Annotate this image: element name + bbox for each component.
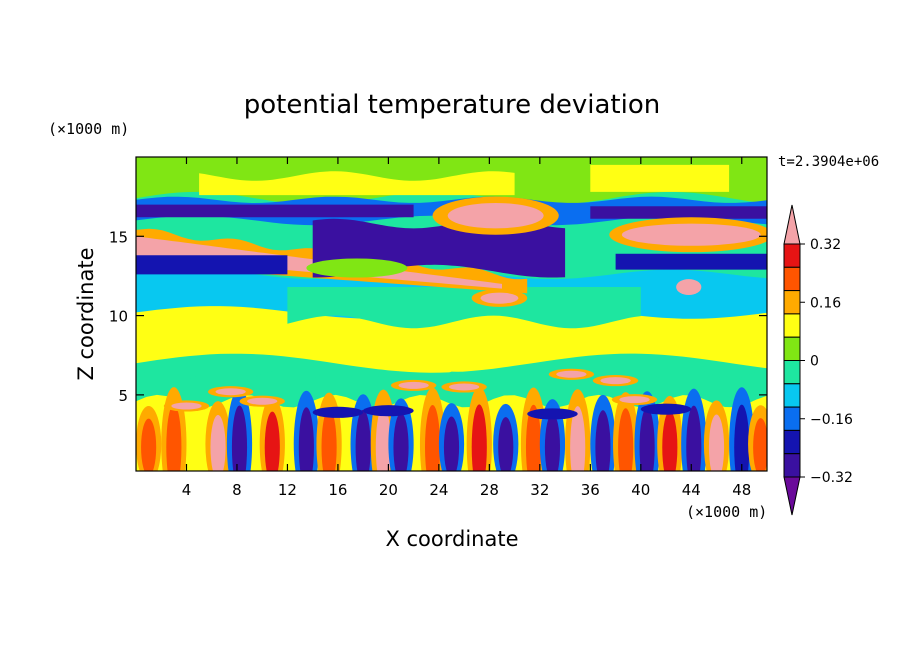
x-tick-label: 28 bbox=[480, 481, 499, 499]
plume-core bbox=[544, 413, 561, 471]
plume-core bbox=[231, 405, 248, 471]
east-cold-band bbox=[615, 253, 767, 270]
x-axis-label: X coordinate bbox=[385, 527, 518, 551]
x-tick-label: 16 bbox=[328, 481, 347, 499]
colorbar: 0.32 0.16 0 −0.16 −0.32 bbox=[783, 204, 853, 516]
lower-cold-streak bbox=[363, 405, 414, 417]
colorbar-segment bbox=[783, 266, 801, 292]
plume-core bbox=[525, 404, 542, 471]
colorbar-tick-label: −0.32 bbox=[810, 470, 853, 486]
plume-core bbox=[595, 410, 611, 471]
y-tick-label: 10 bbox=[109, 308, 128, 326]
plume-core bbox=[355, 409, 371, 471]
plot-frame bbox=[135, 156, 768, 472]
cold-core-inner bbox=[337, 233, 540, 262]
plume-core bbox=[708, 414, 725, 471]
colorbar-tick-label: 0 bbox=[810, 354, 819, 370]
mid-green-blob bbox=[306, 258, 408, 278]
x-unit-label: (×1000 m) bbox=[686, 503, 767, 521]
plume-core bbox=[321, 408, 337, 471]
x-tick-label: 36 bbox=[581, 481, 600, 499]
y-tick-label: 5 bbox=[118, 387, 128, 405]
plume-core bbox=[375, 406, 391, 471]
x-tick-label: 12 bbox=[278, 481, 297, 499]
warm-blob bbox=[480, 292, 519, 304]
warm-lobe-east bbox=[621, 223, 761, 246]
colorbar-tick-label: −0.16 bbox=[810, 412, 853, 428]
plume-core bbox=[210, 415, 226, 471]
west-cold-band bbox=[136, 255, 288, 275]
colorbar-segment bbox=[783, 406, 801, 431]
lower-cold-streak bbox=[640, 403, 692, 415]
plume-core bbox=[734, 404, 750, 471]
plume-core bbox=[166, 404, 182, 471]
colorbar-segment bbox=[783, 243, 801, 268]
x-tick-label: 44 bbox=[682, 481, 701, 499]
mid-green bbox=[287, 287, 641, 329]
colorbar-segment bbox=[783, 429, 801, 455]
plume-core bbox=[686, 405, 702, 471]
colorbar-segment bbox=[783, 290, 801, 315]
plume-core bbox=[471, 404, 487, 471]
colorbar-tick-label: 0.32 bbox=[810, 237, 841, 253]
x-tick-label: 8 bbox=[232, 481, 242, 499]
lower-warm-streak-core bbox=[247, 397, 278, 405]
lower-warm-streak-core bbox=[171, 402, 202, 410]
x-tick-label: 32 bbox=[530, 481, 549, 499]
lower-warm-streak-core bbox=[398, 381, 429, 389]
upper-cold-band bbox=[590, 206, 767, 219]
warm-lobe bbox=[447, 202, 544, 229]
lower-warm-streak-core bbox=[600, 377, 631, 385]
plume-core bbox=[443, 416, 460, 471]
lower-warm-streak-core bbox=[556, 370, 587, 378]
colorbar-tick-label: 0.16 bbox=[810, 295, 841, 311]
upper-yellow-green bbox=[199, 171, 515, 196]
y-ticks: 5 10 15 bbox=[109, 228, 767, 405]
x-tick-label: 20 bbox=[379, 481, 398, 499]
upper-yellow-green bbox=[590, 164, 730, 192]
x-ticks: 4 8 12 16 20 24 28 32 36 40 44 48 bbox=[182, 157, 751, 499]
colorbar-segment bbox=[783, 453, 801, 478]
x-tick-label: 40 bbox=[631, 481, 650, 499]
plume-core bbox=[753, 418, 767, 471]
upper-cold-band bbox=[136, 204, 414, 218]
time-label: t=2.3904e+06 bbox=[778, 154, 879, 170]
colorbar-extend-min bbox=[783, 476, 801, 516]
x-tick-label: 4 bbox=[182, 481, 192, 499]
contour-field bbox=[136, 157, 767, 471]
plume-core bbox=[570, 406, 586, 471]
plume-core bbox=[498, 417, 514, 471]
plume-core bbox=[618, 408, 634, 471]
lower-cold-streak bbox=[312, 406, 364, 418]
colorbar-segment bbox=[783, 313, 801, 338]
plume-core bbox=[662, 411, 678, 471]
plume-core bbox=[264, 411, 280, 471]
lower-warm-streak-core bbox=[448, 383, 480, 391]
x-tick-label: 24 bbox=[429, 481, 448, 499]
lower-warm-streak-core bbox=[215, 388, 246, 396]
colorbar-segment bbox=[783, 360, 801, 385]
chart-title: potential temperature deviation bbox=[244, 90, 660, 120]
colorbar-segment bbox=[783, 383, 801, 408]
colorbar-segment bbox=[783, 336, 801, 362]
plume-core bbox=[141, 418, 157, 471]
colorbar-extend-max bbox=[783, 204, 801, 245]
plume-core bbox=[393, 413, 409, 471]
x-tick-label: 48 bbox=[732, 481, 751, 499]
y-unit-label: (×1000 m) bbox=[48, 120, 129, 138]
warm-blob-east bbox=[676, 279, 702, 295]
plume-core bbox=[298, 407, 314, 471]
lower-cold-streak bbox=[527, 408, 578, 420]
plume-core bbox=[425, 404, 441, 471]
y-axis-label: Z coordinate bbox=[74, 247, 98, 380]
y-tick-label: 15 bbox=[109, 228, 128, 246]
plume-core bbox=[639, 407, 655, 471]
lower-warm-streak-core bbox=[619, 396, 650, 404]
